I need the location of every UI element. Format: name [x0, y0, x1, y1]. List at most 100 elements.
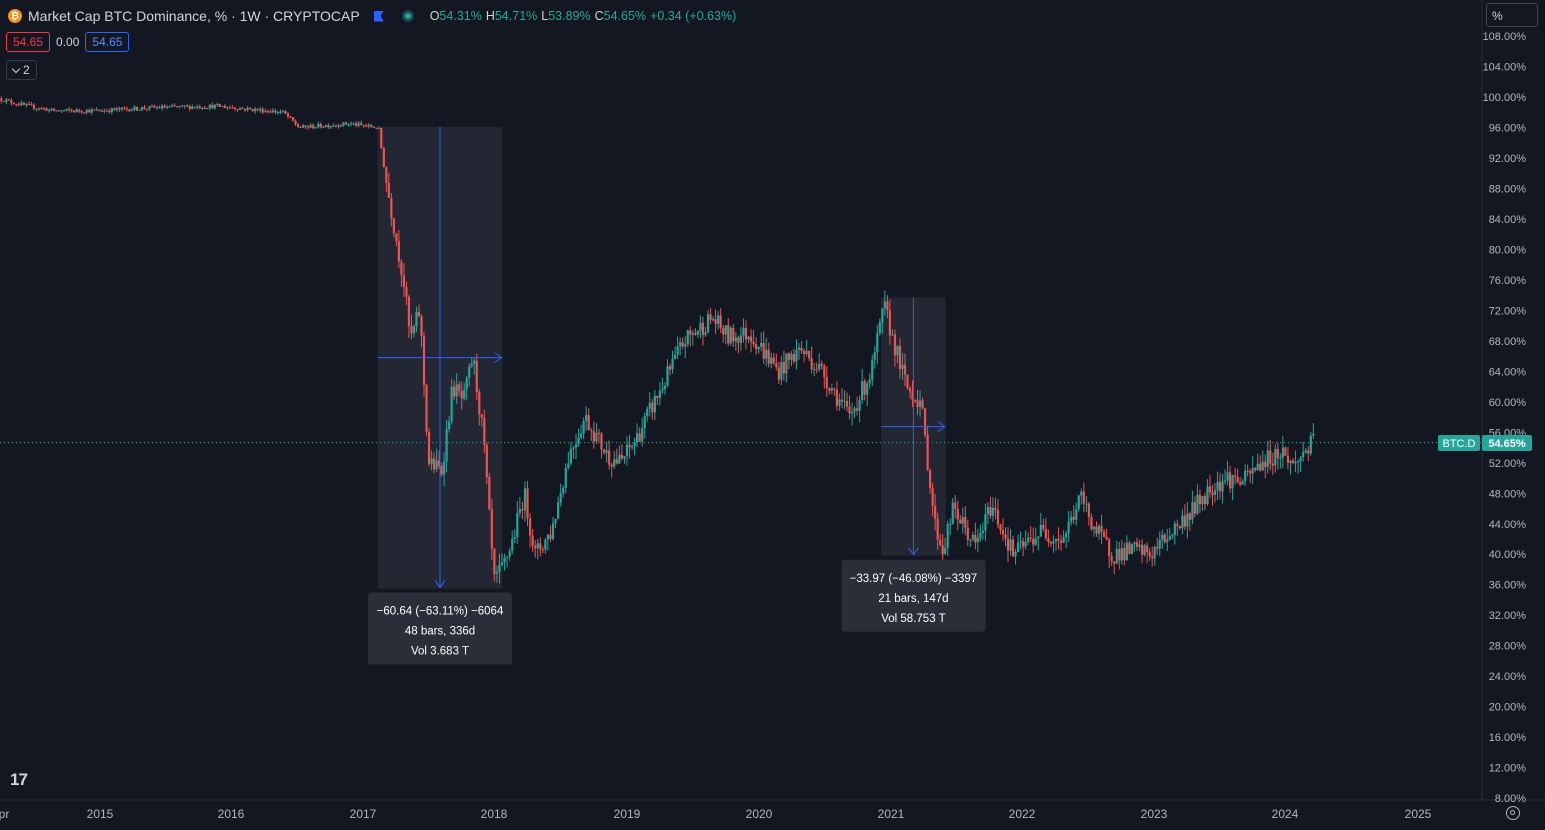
sell-price-button[interactable]: 54.65	[6, 32, 51, 52]
gear-icon[interactable]	[1506, 806, 1520, 820]
candle-body	[1188, 513, 1191, 520]
candle-body	[559, 493, 562, 503]
candle-body	[395, 233, 398, 242]
candle-body	[370, 124, 373, 127]
candle-body	[569, 448, 572, 464]
last-price-symbol: BTC.D	[1443, 438, 1476, 450]
flag-icon[interactable]	[373, 10, 384, 22]
candle-body	[981, 530, 984, 534]
candle-body	[699, 322, 702, 331]
candle-body	[835, 389, 839, 406]
candle-body	[1062, 536, 1065, 543]
candle-body	[1218, 481, 1222, 492]
candle-body	[218, 104, 221, 107]
candle-body	[128, 109, 131, 112]
candle-body	[22, 102, 26, 105]
candle-body	[797, 347, 801, 350]
candle-body	[347, 124, 350, 126]
candle-body	[322, 126, 325, 128]
candle-body	[1304, 450, 1307, 453]
time-axis[interactable]: pr 2015 2016 2017 2018 2019 2020 2021 2022 2023 20…	[0, 807, 1432, 821]
candle-body	[744, 327, 748, 340]
candle-body	[1239, 482, 1242, 485]
candle-body	[332, 125, 335, 127]
candle-body	[536, 543, 539, 549]
candle-body	[324, 125, 327, 127]
ohlc-open-label: O	[429, 9, 440, 23]
candle-body	[78, 109, 81, 112]
price-axis[interactable]: 108.00% 104.00% 100.00% 96.00% 92.00% 88.00% 8…	[1483, 31, 1527, 805]
candle-body	[1186, 513, 1189, 527]
candle-body	[1072, 516, 1075, 520]
candle-body	[749, 336, 753, 342]
ohlc-high-label: H	[485, 9, 495, 23]
candle-body	[760, 342, 763, 347]
candle-body	[312, 125, 315, 129]
candle-body	[2, 100, 5, 102]
candle-body	[951, 502, 954, 524]
candle-body	[201, 107, 204, 109]
candle-body	[1274, 449, 1277, 466]
price-tick-label: 40.00%	[1489, 549, 1527, 561]
candle-body	[969, 539, 972, 541]
measure-arrow-head	[937, 421, 946, 433]
candle-body	[1004, 534, 1007, 539]
candle-body	[1171, 535, 1174, 537]
candle-body	[767, 349, 770, 364]
candle-body	[118, 108, 121, 110]
candle-body	[1115, 549, 1118, 564]
indicators-toggle[interactable]: 2	[6, 60, 37, 80]
candle-body	[918, 400, 922, 407]
candle-body	[551, 523, 555, 539]
candle-body	[55, 110, 58, 112]
candle-body	[976, 537, 979, 543]
candle-body	[845, 401, 849, 407]
price-tick-label: 12.00%	[1489, 763, 1527, 775]
candle-body	[886, 301, 889, 311]
candle-body	[188, 105, 191, 109]
candle-body	[1044, 529, 1047, 539]
candle-body	[1236, 476, 1239, 483]
candle-body	[498, 564, 501, 573]
tradingview-logo-icon[interactable]: 17	[10, 770, 28, 789]
scale-mode-button[interactable]: %	[1486, 3, 1538, 27]
candle-body	[281, 110, 285, 112]
candle-body	[173, 105, 176, 107]
candle-body	[155, 107, 159, 109]
candle-body	[125, 108, 129, 110]
candle-body	[68, 109, 71, 111]
candle-body	[63, 110, 66, 112]
candle-body	[823, 365, 826, 378]
measure-info-line: 21 bars, 147d	[878, 593, 948, 605]
candle-body	[1034, 538, 1037, 545]
candle-body	[1276, 449, 1279, 459]
candle-body	[1291, 460, 1295, 464]
market-status-icon[interactable]	[401, 10, 414, 22]
candle-body	[415, 312, 418, 327]
candle-body	[183, 105, 186, 107]
candle-body	[88, 110, 91, 113]
candle-body	[397, 241, 400, 262]
candle-body	[1135, 542, 1139, 547]
candle-body	[1105, 536, 1108, 540]
candle-body	[5, 99, 8, 102]
candle-body	[873, 352, 876, 360]
price-tick-label: 28.00%	[1489, 641, 1527, 653]
buy-price-button[interactable]: 54.65	[85, 32, 130, 52]
candle-body	[1067, 521, 1070, 534]
candle-body	[1146, 545, 1149, 553]
candle-body	[314, 127, 317, 129]
candle-body	[785, 353, 788, 374]
candle-body	[1138, 544, 1141, 547]
candle-body	[757, 346, 760, 350]
candle-body	[526, 488, 529, 519]
candle-body	[506, 556, 509, 558]
candle-body	[221, 106, 224, 108]
candle-body	[908, 387, 912, 392]
symbol-title[interactable]: Market Cap BTC Dominance, % · 1W · CRYPT…	[28, 8, 360, 24]
candle-body	[367, 124, 370, 127]
candle-body	[57, 110, 61, 112]
candle-body	[365, 125, 368, 127]
candle-body	[385, 167, 388, 183]
